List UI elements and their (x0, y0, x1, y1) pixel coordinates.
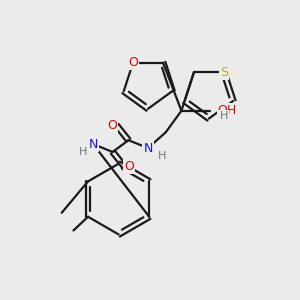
Text: H: H (158, 151, 166, 161)
Text: OH: OH (218, 104, 237, 117)
Text: O: O (124, 160, 134, 173)
Text: H: H (79, 147, 87, 157)
Text: N: N (88, 138, 98, 151)
Text: O: O (128, 56, 138, 69)
Text: S: S (220, 66, 228, 79)
Text: N: N (143, 142, 153, 154)
Text: O: O (107, 119, 117, 132)
Text: H: H (219, 111, 228, 121)
